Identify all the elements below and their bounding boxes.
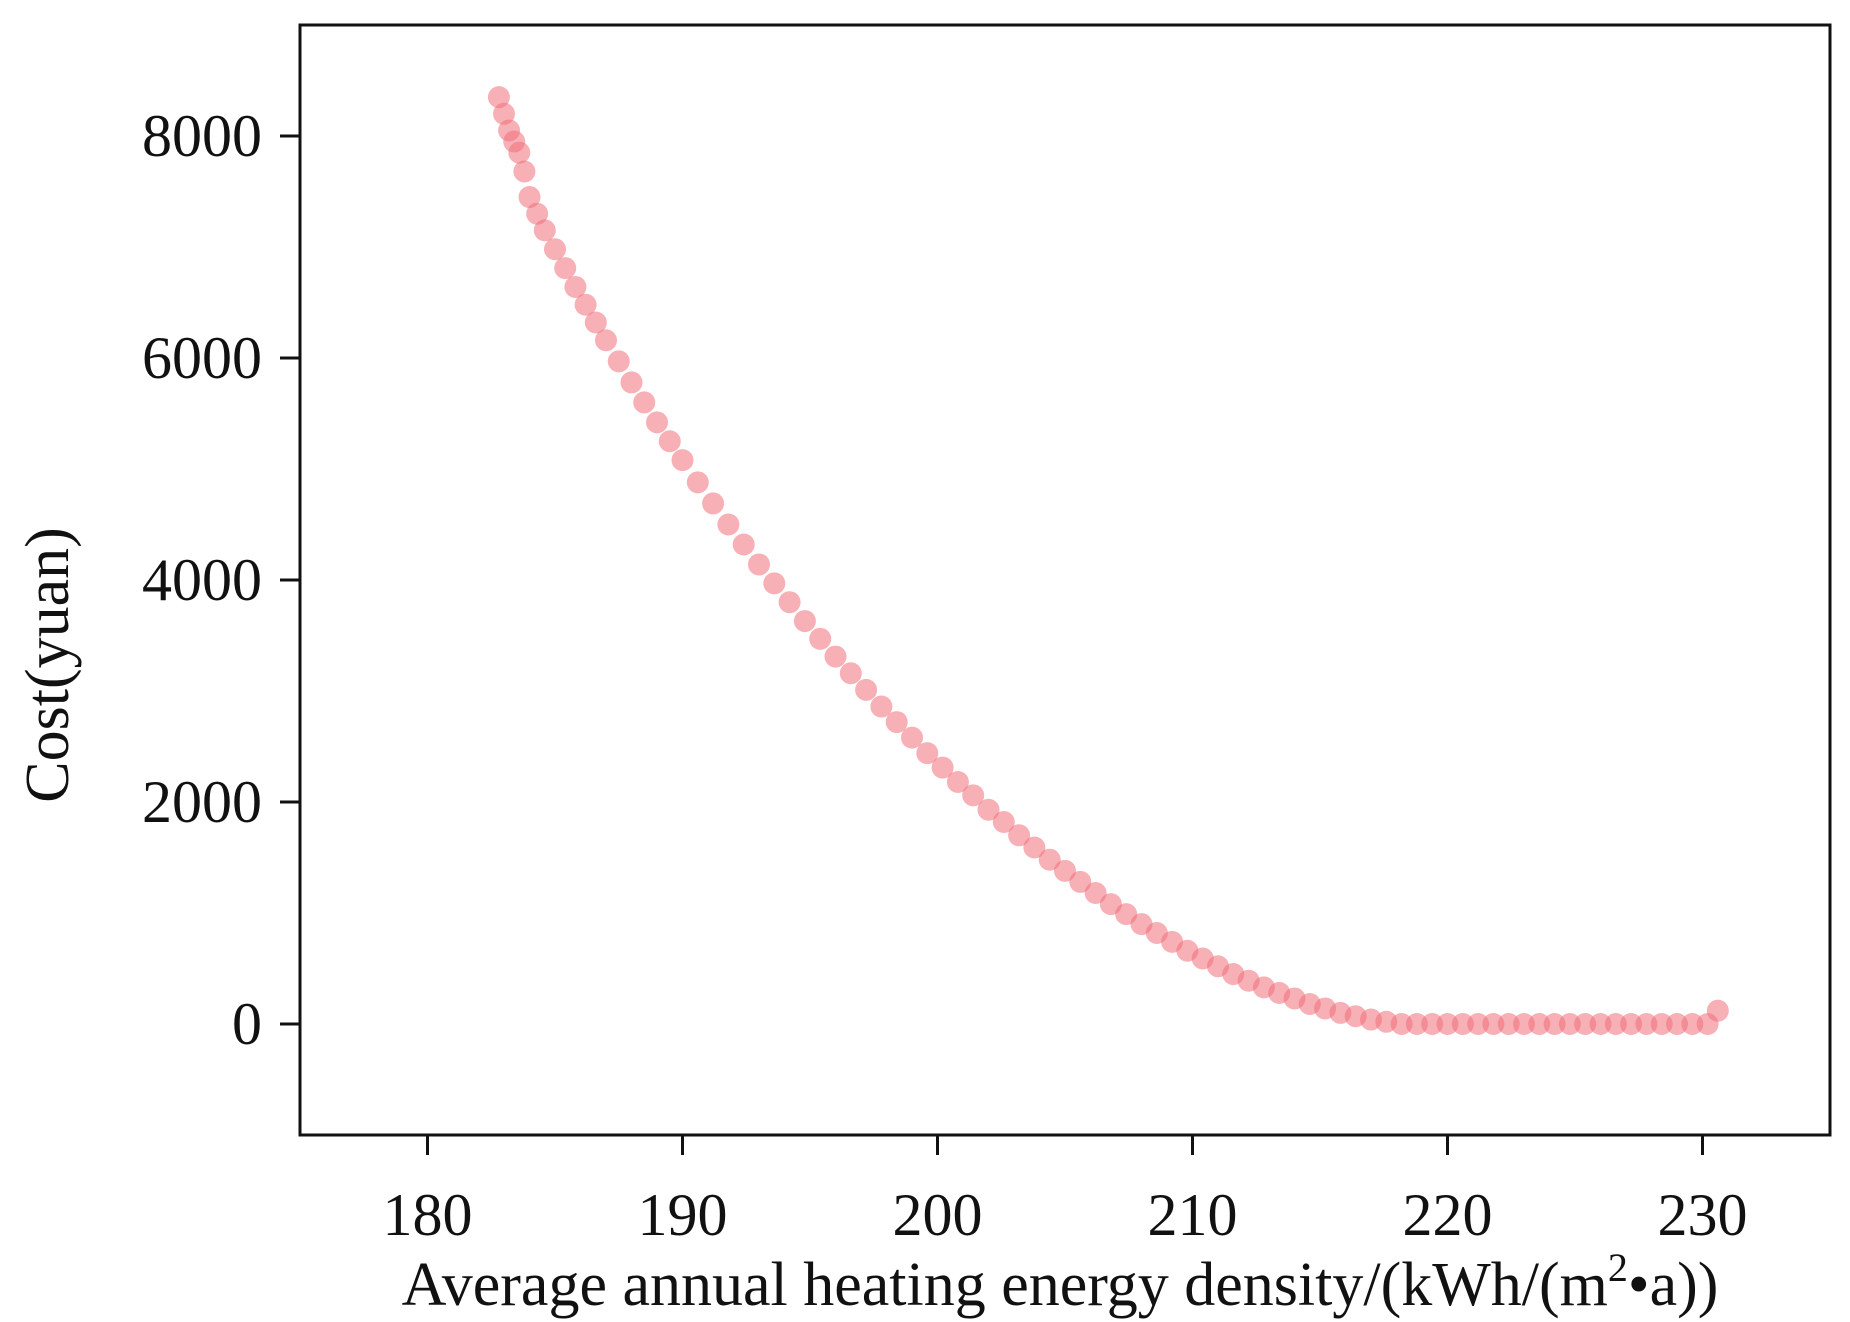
- x-tick-label: 210: [1148, 1182, 1238, 1248]
- scatter-point: [717, 513, 740, 536]
- scatter-point: [658, 430, 681, 453]
- scatter-point: [1023, 836, 1046, 859]
- scatter-point: [574, 293, 597, 316]
- scatter-point: [763, 572, 786, 595]
- x-tick-label: 230: [1658, 1182, 1748, 1248]
- scatter-point: [1620, 1013, 1643, 1035]
- scatter-point: [992, 810, 1015, 833]
- scatter-point: [620, 371, 643, 394]
- scatter-point: [564, 275, 587, 298]
- scatter-point: [1451, 1013, 1474, 1035]
- scatter-point: [646, 411, 668, 434]
- scatter-point: [1008, 824, 1031, 847]
- scatter-point: [1069, 870, 1092, 893]
- scatter-point: [855, 678, 878, 701]
- scatter-point: [1497, 1013, 1520, 1035]
- scatter-point: [1436, 1013, 1459, 1035]
- scatter-point: [1681, 1013, 1704, 1035]
- scatter-point: [962, 784, 985, 807]
- scatter-point: [1558, 1013, 1581, 1035]
- scatter-point: [513, 160, 536, 183]
- scatter-point: [487, 86, 510, 109]
- scatter-point: [1513, 1013, 1535, 1035]
- y-tick-label: 2000: [142, 769, 262, 835]
- scatter-point: [1482, 1013, 1505, 1035]
- scatter-point: [946, 771, 969, 794]
- scatter-point: [901, 726, 923, 749]
- x-tick-label: 220: [1403, 1182, 1493, 1248]
- scatter-point: [633, 391, 656, 414]
- x-tick-label: 180: [383, 1182, 473, 1248]
- scatter-point: [885, 711, 908, 734]
- scatter-point: [518, 186, 541, 209]
- y-axis: 0 2000 4000 6000 8000: [142, 103, 300, 1057]
- x-axis-label-main: Average annual heating energy density/(k…: [402, 1251, 1608, 1319]
- y-tick-label: 8000: [142, 103, 262, 169]
- scatter-point: [1574, 1013, 1597, 1035]
- scatter-point: [1589, 1013, 1612, 1035]
- scatter-point: [1706, 999, 1729, 1022]
- scatter-point: [554, 257, 577, 280]
- scatter-point: [1421, 1013, 1444, 1035]
- x-axis: 180 190 200 210 220 230: [383, 1135, 1748, 1248]
- scatter-point: [870, 695, 893, 718]
- x-axis-label-end: •a)): [1628, 1251, 1719, 1319]
- scatter-point: [1467, 1013, 1490, 1035]
- y-axis-label: Cost(yuan): [14, 527, 82, 803]
- scatter-point: [595, 329, 617, 352]
- scatter-point: [1604, 1013, 1627, 1035]
- scatter-point: [1054, 859, 1076, 882]
- scatter-point: [931, 756, 954, 779]
- scatter-point: [824, 645, 847, 668]
- scatter-point: [526, 202, 549, 225]
- scatter-point: [533, 219, 556, 242]
- scatter-point: [702, 492, 725, 515]
- scatter-point: [1650, 1013, 1673, 1035]
- scatter-point: [1543, 1013, 1566, 1035]
- scatter-point: [977, 798, 1000, 821]
- scatter-point: [607, 350, 630, 373]
- scatter-point: [778, 591, 801, 614]
- scatter-point: [1084, 882, 1107, 905]
- y-tick-label: 6000: [142, 325, 262, 391]
- scatter-point: [1038, 848, 1061, 871]
- y-tick-label: 4000: [142, 547, 262, 613]
- scatter-point: [508, 141, 531, 164]
- scatter-point: [1666, 1013, 1688, 1035]
- x-tick-label: 200: [893, 1182, 983, 1248]
- y-tick-label: 0: [232, 991, 262, 1057]
- scatter-point: [732, 533, 755, 556]
- scatter-point: [916, 742, 939, 765]
- scatter-point: [544, 238, 566, 261]
- x-axis-label-superscript: 2: [1608, 1245, 1628, 1290]
- scatter-point: [1528, 1013, 1551, 1035]
- scatter-point: [493, 102, 515, 125]
- points-layer: [487, 86, 1729, 1035]
- x-tick-label: 190: [638, 1182, 728, 1248]
- scatter-point: [686, 471, 709, 494]
- scatter-point: [1635, 1013, 1658, 1035]
- scatter-point: [793, 610, 816, 633]
- scatter-point: [1405, 1013, 1428, 1035]
- scatter-point: [748, 553, 770, 576]
- scatter-point: [671, 449, 694, 472]
- scatter-point: [809, 627, 832, 650]
- scatter-point: [1390, 1013, 1413, 1035]
- scatter-point: [584, 311, 607, 334]
- x-axis-label: Average annual heating energy density/(k…: [402, 1245, 1719, 1319]
- scatter-point: [839, 662, 862, 685]
